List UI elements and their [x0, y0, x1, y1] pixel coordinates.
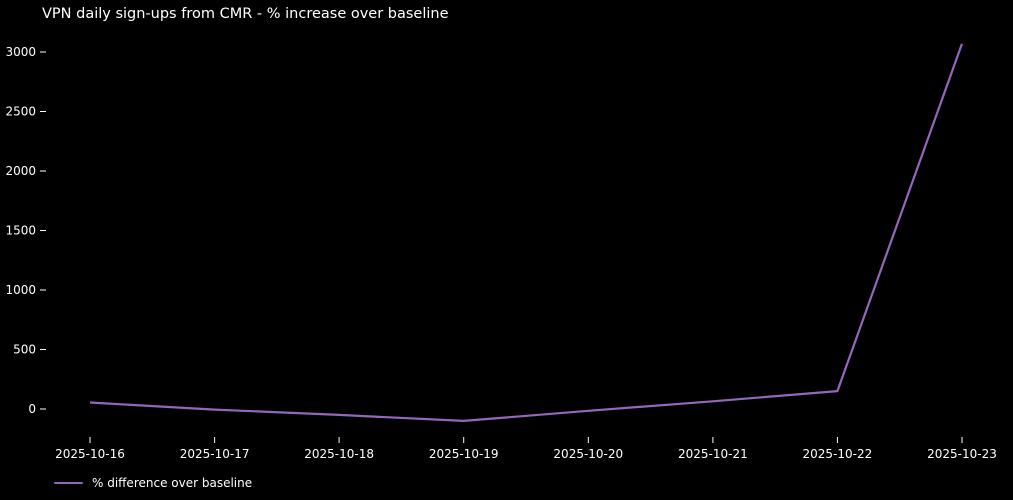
chart-title: VPN daily sign-ups from CMR - % increase…: [42, 6, 449, 22]
y-tick-label: 2000: [5, 164, 36, 178]
legend-label: % difference over baseline: [92, 476, 253, 490]
x-axis: 2025-10-16 2025-10-17 2025-10-18 2025-10…: [55, 437, 997, 461]
x-tick-label: 2025-10-21: [678, 447, 748, 461]
x-tick-label: 2025-10-17: [180, 447, 250, 461]
series-line: [89, 43, 964, 422]
x-tick-label: 2025-10-20: [553, 447, 623, 461]
y-axis: 0 500 1000 1500 2000 2500 3000: [5, 45, 46, 416]
x-tick-label: 2025-10-16: [55, 447, 125, 461]
y-tick-label: 3000: [5, 45, 36, 59]
y-tick-label: 1000: [5, 283, 36, 297]
y-tick-label: 1500: [5, 224, 36, 238]
legend-line-swatch: [54, 481, 83, 485]
legend: % difference over baseline: [54, 475, 252, 491]
x-tick-label: 2025-10-18: [304, 447, 374, 461]
y-tick-label: 500: [13, 343, 36, 357]
x-tick-label: 2025-10-19: [429, 447, 499, 461]
y-tick-label: 0: [28, 402, 36, 416]
y-tick-label: 2500: [5, 105, 36, 119]
x-tick-label: 2025-10-23: [927, 447, 997, 461]
x-tick-label: 2025-10-22: [803, 447, 873, 461]
